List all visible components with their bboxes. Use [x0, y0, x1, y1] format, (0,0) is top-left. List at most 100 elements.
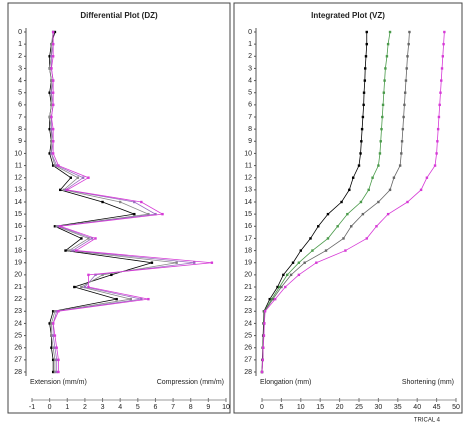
point [377, 164, 380, 167]
point [297, 261, 301, 264]
x-tick-label: 9 [206, 404, 210, 411]
y-tick-label: 9 [248, 138, 252, 145]
point [286, 273, 289, 277]
y-tick-label: 12 [244, 175, 252, 182]
point [140, 297, 143, 301]
point [50, 42, 53, 46]
y-tick-label: 12 [14, 175, 22, 182]
y-tick-label: 13 [14, 187, 22, 194]
y-tick-label: 18 [14, 247, 22, 254]
x-tick-label: 7 [171, 404, 175, 411]
y-tick-label: 19 [244, 260, 252, 267]
point [289, 273, 293, 277]
y-tick-label: 21 [244, 284, 252, 291]
point [50, 67, 53, 70]
point [361, 115, 365, 119]
x-tick-label: 50 [452, 404, 460, 411]
point [282, 273, 285, 277]
point [50, 115, 53, 119]
point [50, 103, 53, 107]
x-tick-label: 10 [297, 404, 305, 411]
y-tick-label: 27 [14, 357, 22, 364]
point [385, 55, 389, 58]
x-tick-label: 3 [101, 404, 105, 411]
point [406, 200, 409, 204]
point [401, 127, 405, 131]
chart-title: Integrated Plot (VZ) [311, 11, 385, 20]
point [51, 127, 55, 131]
point [48, 127, 51, 131]
point [261, 358, 264, 362]
y-tick-label: 17 [244, 235, 252, 242]
point [260, 370, 264, 374]
y-tick-label: 21 [14, 284, 22, 291]
point [80, 285, 83, 289]
y-tick-label: 9 [18, 138, 22, 145]
point [175, 261, 178, 264]
point [50, 79, 53, 82]
point [299, 249, 302, 252]
y-tick-label: 28 [14, 369, 22, 376]
point [55, 358, 58, 362]
point [94, 237, 97, 240]
point [50, 91, 53, 94]
point [383, 79, 386, 82]
point [210, 261, 214, 264]
point [263, 322, 266, 325]
x-tick-label: -1 [29, 404, 35, 411]
point [51, 30, 55, 34]
point [133, 200, 136, 204]
point [50, 127, 53, 131]
y-tick-label: 24 [244, 320, 252, 327]
point [64, 249, 67, 252]
y-tick-label: 1 [18, 41, 22, 48]
point [363, 79, 367, 82]
point [140, 200, 143, 204]
y-tick-label: 23 [14, 308, 22, 315]
point [51, 358, 55, 362]
point [51, 79, 55, 82]
y-tick-label: 28 [244, 369, 252, 376]
point [324, 249, 328, 252]
point [73, 285, 76, 289]
y-tick-label: 5 [248, 90, 252, 97]
point [405, 67, 408, 70]
y-tick-label: 0 [248, 29, 252, 36]
point [386, 212, 390, 216]
point [380, 127, 383, 131]
y-tick-label: 2 [248, 53, 252, 60]
point [276, 285, 279, 289]
y-tick-label: 14 [244, 199, 252, 206]
point [51, 370, 55, 374]
y-tick-label: 6 [248, 102, 252, 109]
y-tick-label: 15 [244, 211, 252, 218]
y-tick-label: 18 [244, 247, 252, 254]
point [57, 164, 60, 167]
point [87, 176, 90, 179]
left-note: Extension (mm/m) [30, 379, 87, 386]
point [87, 237, 90, 240]
x-tick-label: 20 [336, 404, 344, 411]
y-tick-label: 1 [248, 41, 252, 48]
x-tick-label: 4 [118, 404, 122, 411]
y-tick-label: 10 [14, 150, 22, 157]
point [378, 152, 382, 155]
y-tick-label: 6 [18, 102, 22, 109]
x-tick-label: 0 [48, 404, 52, 411]
point [435, 152, 438, 155]
point [50, 152, 53, 155]
point [433, 164, 437, 167]
y-tick-label: 16 [14, 223, 22, 230]
y-tick-label: 26 [14, 345, 22, 352]
point [87, 273, 90, 277]
point [419, 188, 423, 192]
point [48, 91, 51, 94]
y-tick-label: 20 [244, 272, 252, 279]
point [53, 164, 57, 167]
point [67, 249, 71, 252]
point [118, 200, 122, 204]
point [147, 297, 150, 301]
point [76, 176, 80, 179]
y-tick-label: 11 [15, 162, 22, 169]
y-tick-label: 3 [248, 65, 252, 72]
